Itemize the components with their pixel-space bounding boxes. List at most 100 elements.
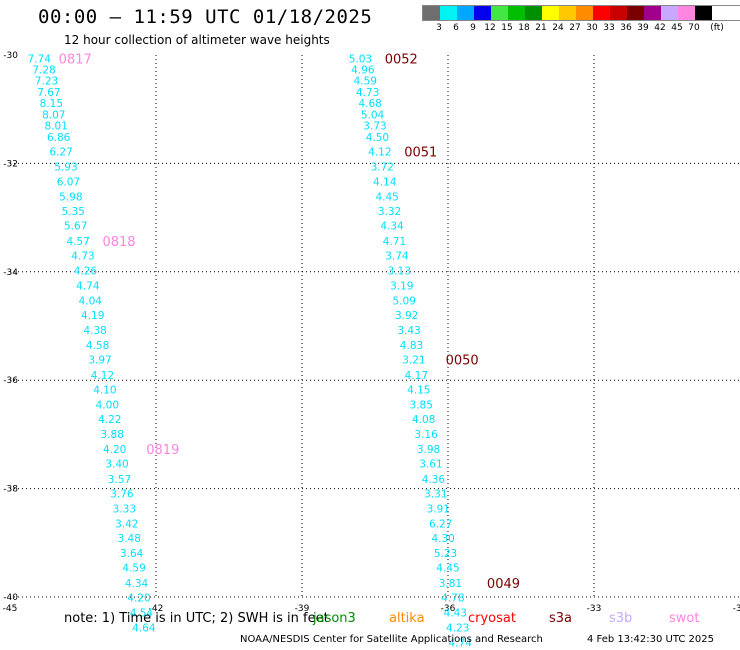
swh-reading: 4.00 xyxy=(96,400,119,412)
legend-swatch xyxy=(695,6,712,20)
satellite-legend-s3b: s3b xyxy=(609,611,633,626)
swh-reading: 3.85 xyxy=(410,400,433,412)
latitude-tick-label: -32 xyxy=(3,159,18,169)
legend-tick-label: 18 xyxy=(518,23,530,33)
legend-tick-label: 30 xyxy=(586,23,598,33)
swh-reading: 4.34 xyxy=(380,221,404,233)
legend-swatch xyxy=(525,6,542,20)
swh-reading: 3.13 xyxy=(388,266,411,278)
legend-swatch xyxy=(440,6,457,20)
satellite-legend-altika: altika xyxy=(389,611,425,626)
swh-reading: 4.73 xyxy=(356,87,379,99)
swh-reading: 5.35 xyxy=(62,206,85,218)
swh-reading: 6.07 xyxy=(57,176,80,188)
swh-reading: 4.78 xyxy=(441,593,464,605)
legend-swatch xyxy=(457,6,474,20)
legend-tick-label: 24 xyxy=(552,23,564,33)
satellite-legend-swot: swot xyxy=(669,611,700,626)
swh-reading: 5.67 xyxy=(64,221,87,233)
pass-time-label: 0818 xyxy=(102,235,135,250)
swh-reading: 7.23 xyxy=(35,75,58,87)
swh-reading: 4.96 xyxy=(351,65,375,77)
swh-reading: 4.54 xyxy=(130,608,154,620)
axis-tick-labels: -45 -42 -39 -36 -33 -30 -30 -32 -34 -36 -38 -40 xyxy=(3,51,740,614)
swh-reading: 8.07 xyxy=(42,110,65,122)
satellite-legend-cryosat: cryosat xyxy=(468,611,516,626)
swh-reading: 4.58 xyxy=(86,340,109,352)
swh-reading: 3.64 xyxy=(120,548,144,560)
legend-swatch xyxy=(474,6,491,20)
swh-reading: 5.23 xyxy=(434,548,457,560)
swh-reading: 5.93 xyxy=(54,162,77,174)
swh-reading: 4.12 xyxy=(91,370,114,382)
chart-subtitle: 12 hour collection of altimeter wave hei… xyxy=(64,33,330,47)
swh-reading: 4.45 xyxy=(375,191,398,203)
swh-reading: 3.61 xyxy=(419,459,442,471)
swh-reading: 6.27 xyxy=(429,518,452,530)
legend-swatch xyxy=(661,6,678,20)
pass-time-label: 0051 xyxy=(404,145,437,160)
swh-reading: 4.08 xyxy=(412,414,435,426)
swh-reading: 4.12 xyxy=(368,146,391,158)
legend-tick-label: 6 xyxy=(453,23,459,33)
longitude-tick-label: -39 xyxy=(295,604,310,614)
swh-reading: 4.59 xyxy=(354,75,377,87)
footer-note-row: note: 1) Time is in UTC; 2) SWH is in fe… xyxy=(0,611,740,629)
right-track: 5.034.964.594.734.685.043.734.50 4.12 3.72… xyxy=(349,52,520,650)
swh-reading: 4.10 xyxy=(93,384,116,396)
swh-reading: 3.72 xyxy=(371,162,394,174)
swh-reading: 4.30 xyxy=(431,533,454,545)
swh-reading: 6.86 xyxy=(47,132,71,144)
longitude-tick-label: -30 xyxy=(733,604,740,614)
legend-swatch xyxy=(423,6,440,20)
lat-lon-grid xyxy=(10,55,740,598)
swh-reading: 7.74 xyxy=(28,53,52,65)
satellite-legend-jason3: jason3 xyxy=(313,611,356,626)
legend-swatch xyxy=(559,6,576,20)
swh-reading: 4.74 xyxy=(448,638,472,650)
swh-reading: 3.48 xyxy=(118,533,141,545)
swh-reading: 4.26 xyxy=(74,266,98,278)
pass-time-label: 0819 xyxy=(146,443,179,458)
swh-reading: 3.57 xyxy=(108,474,131,486)
satellite-tracks: 7.747.287.237.678.158.078.016.86 6.27 5.93… xyxy=(28,52,521,650)
swh-reading: 4.45 xyxy=(436,563,459,575)
swh-reading: 8.01 xyxy=(45,120,68,132)
legend-label-row: 3 6 9 12 15 18 21 24 27 30 33 36 39 42 45 70 (ft) xyxy=(422,23,740,37)
swh-reading: 7.28 xyxy=(32,65,55,77)
legend-tick-label: 39 xyxy=(637,23,649,33)
latitude-tick-label: -36 xyxy=(3,376,18,386)
latitude-tick-label: -40 xyxy=(3,593,18,603)
swh-reading: 4.83 xyxy=(400,340,423,352)
swh-reading: 4.59 xyxy=(122,563,145,575)
legend-swatch xyxy=(508,6,525,20)
latitude-tick-label: -34 xyxy=(3,268,18,278)
swh-reading: 5.03 xyxy=(349,53,372,65)
swh-reading: 3.81 xyxy=(439,578,462,590)
swh-reading: 3.98 xyxy=(417,444,440,456)
swh-reading: 4.36 xyxy=(422,474,446,486)
legend-swatch xyxy=(678,6,695,20)
pass-time-label: 0052 xyxy=(385,52,418,67)
legend-swatch xyxy=(610,6,627,20)
legend-tick-label: 12 xyxy=(484,23,496,33)
swh-reading: 3.31 xyxy=(424,488,447,500)
swh-reading: 5.09 xyxy=(393,296,416,308)
swh-reading: 4.73 xyxy=(71,251,94,263)
swh-reading: 4.22 xyxy=(98,414,121,426)
legend-swatch xyxy=(576,6,593,20)
swh-reading: 3.88 xyxy=(101,429,124,441)
legend-tick-label: 42 xyxy=(654,23,666,33)
swh-reading: 4.50 xyxy=(366,132,389,144)
swh-reading: 4.34 xyxy=(125,578,149,590)
swh-reading: 7.67 xyxy=(37,87,60,99)
legend-tick-label: 3 xyxy=(436,23,442,33)
satellite-legend-s3a: s3a xyxy=(549,611,573,626)
swh-reading: 4.20 xyxy=(127,593,150,605)
swh-reading: 3.40 xyxy=(105,459,128,471)
latitude-tick-label: -30 xyxy=(3,51,18,61)
swh-reading: 5.04 xyxy=(361,110,385,122)
swh-reading: 3.43 xyxy=(397,325,420,337)
chart-title: 00:00 – 11:59 UTC 01/18/2025 xyxy=(38,6,373,28)
credit-line: NOAA/NESDIS Center for Satellite Applica… xyxy=(240,634,543,645)
